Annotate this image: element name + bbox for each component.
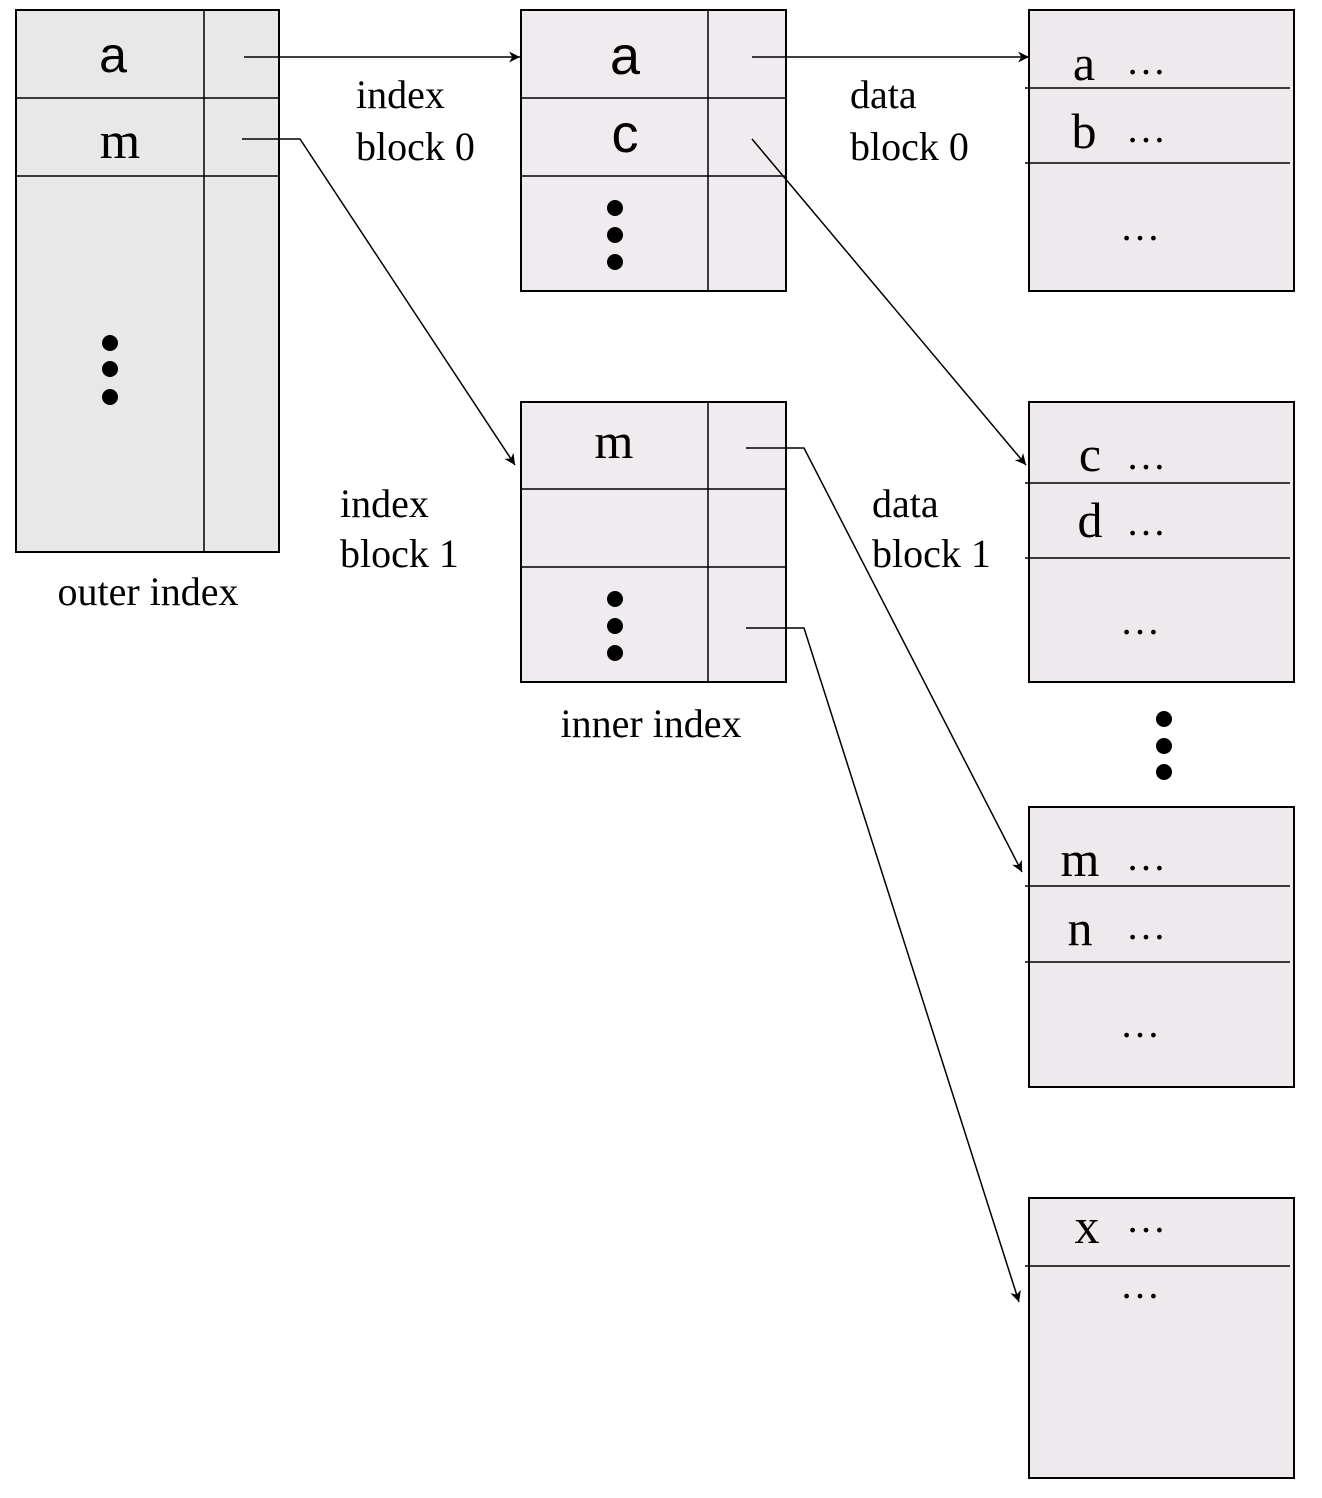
data-block-1-record-key-c: c bbox=[1079, 426, 1101, 482]
data-block-0-record-key-a: a bbox=[1073, 35, 1095, 91]
data-block-1-record-rest-c: … bbox=[1126, 433, 1166, 478]
data-block-m-record-rest-m: … bbox=[1126, 834, 1166, 879]
outer-index-caption: outer index bbox=[57, 569, 238, 614]
data-block-0-record-rest-a: … bbox=[1126, 38, 1166, 83]
index-block-0: a c bbox=[520, 9, 787, 292]
data-block-m-more: … bbox=[1120, 1001, 1160, 1046]
index-block-0-label-line1: index bbox=[356, 72, 445, 117]
data-block-0: a … b … … bbox=[1025, 9, 1295, 292]
index-block-0-key-c: c bbox=[612, 104, 639, 164]
data-block-0-record-key-b: b bbox=[1072, 103, 1097, 159]
data-block-1-label-line1: data bbox=[872, 481, 939, 526]
pointer-index-0-c-to-data-block-1 bbox=[751, 138, 1027, 466]
data-block-m-record-key-m: m bbox=[1061, 831, 1100, 887]
data-block-m-record-key-n: n bbox=[1068, 900, 1093, 956]
data-block-x-record-key-x: x bbox=[1075, 1198, 1100, 1254]
data-block-x: x … … bbox=[1025, 1196, 1295, 1479]
data-block-1-record-key-d: d bbox=[1078, 492, 1103, 548]
data-block-1: c … d … … bbox=[1025, 401, 1295, 683]
data-block-0-more: … bbox=[1120, 204, 1160, 249]
pointer-outer-m-to-index-block-1 bbox=[242, 138, 516, 466]
data-blocks-more-dots-icon bbox=[1156, 711, 1172, 780]
index-block-0-label-line2: block 0 bbox=[356, 124, 475, 169]
pointer-index-1-more-to-data-block-x bbox=[746, 627, 1021, 1303]
data-block-1-more: … bbox=[1120, 598, 1160, 643]
outer-index-more-dots-icon bbox=[102, 335, 118, 405]
data-block-x-more: … bbox=[1120, 1262, 1160, 1307]
index-block-0-more-dots-icon bbox=[607, 200, 623, 270]
data-block-1-label-line2: block 1 bbox=[872, 531, 991, 576]
outer-index-key-a: a bbox=[99, 27, 127, 83]
index-block-1-more-dots-icon bbox=[607, 591, 623, 661]
index-block-1: m bbox=[520, 401, 787, 683]
index-block-0-key-a: a bbox=[610, 26, 641, 86]
pointer-index-1-m-to-data-block-m bbox=[746, 447, 1023, 873]
data-block-0-label-line1: data bbox=[850, 72, 917, 117]
data-block-m-record-rest-n: … bbox=[1126, 903, 1166, 948]
inner-index-caption: inner index bbox=[560, 701, 741, 746]
data-block-m: m … n … … bbox=[1025, 806, 1295, 1088]
index-block-1-label-line2: block 1 bbox=[340, 531, 459, 576]
outer-index-key-m: m bbox=[100, 113, 140, 170]
outer-index-block: a m bbox=[15, 9, 280, 553]
index-block-1-key-m: m bbox=[595, 413, 634, 469]
data-block-0-record-rest-b: … bbox=[1126, 106, 1166, 151]
index-block-1-label-line1: index bbox=[340, 481, 429, 526]
data-block-0-label-line2: block 0 bbox=[850, 124, 969, 169]
data-block-x-record-rest-x: … bbox=[1126, 1196, 1166, 1241]
data-block-1-record-rest-d: … bbox=[1126, 499, 1166, 544]
